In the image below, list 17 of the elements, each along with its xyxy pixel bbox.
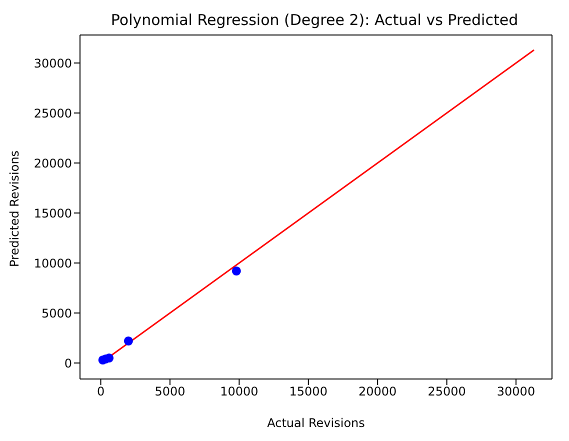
- x-tick-label: 0: [96, 384, 105, 399]
- x-tick-label: 10000: [220, 384, 258, 399]
- y-tick-label: 10000: [34, 256, 72, 270]
- y-axis-title: Predicted Revisions: [7, 150, 22, 267]
- x-tick-label: 25000: [428, 384, 466, 399]
- y-tick-label: 15000: [34, 206, 72, 220]
- chart-title: Polynomial Regression (Degree 2): Actual vs Predicted: [110, 10, 520, 31]
- y-tick-label: 30000: [34, 56, 72, 70]
- y-tick-label: 20000: [34, 156, 72, 170]
- x-tick-label: 20000: [358, 384, 397, 399]
- y-tick-label: 25000: [34, 106, 72, 120]
- x-tick-label: 30000: [496, 384, 536, 399]
- x-axis-title: Actual Revisions: [267, 416, 365, 430]
- y-tick-label: 5000: [41, 306, 72, 320]
- x-tick-label: 15000: [289, 384, 328, 399]
- x-tick-label: 5000: [154, 384, 186, 399]
- y-tick-label: 0: [64, 356, 72, 370]
